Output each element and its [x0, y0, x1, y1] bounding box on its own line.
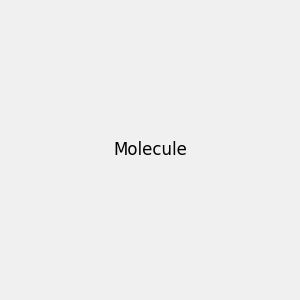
- Text: Molecule: Molecule: [113, 141, 187, 159]
